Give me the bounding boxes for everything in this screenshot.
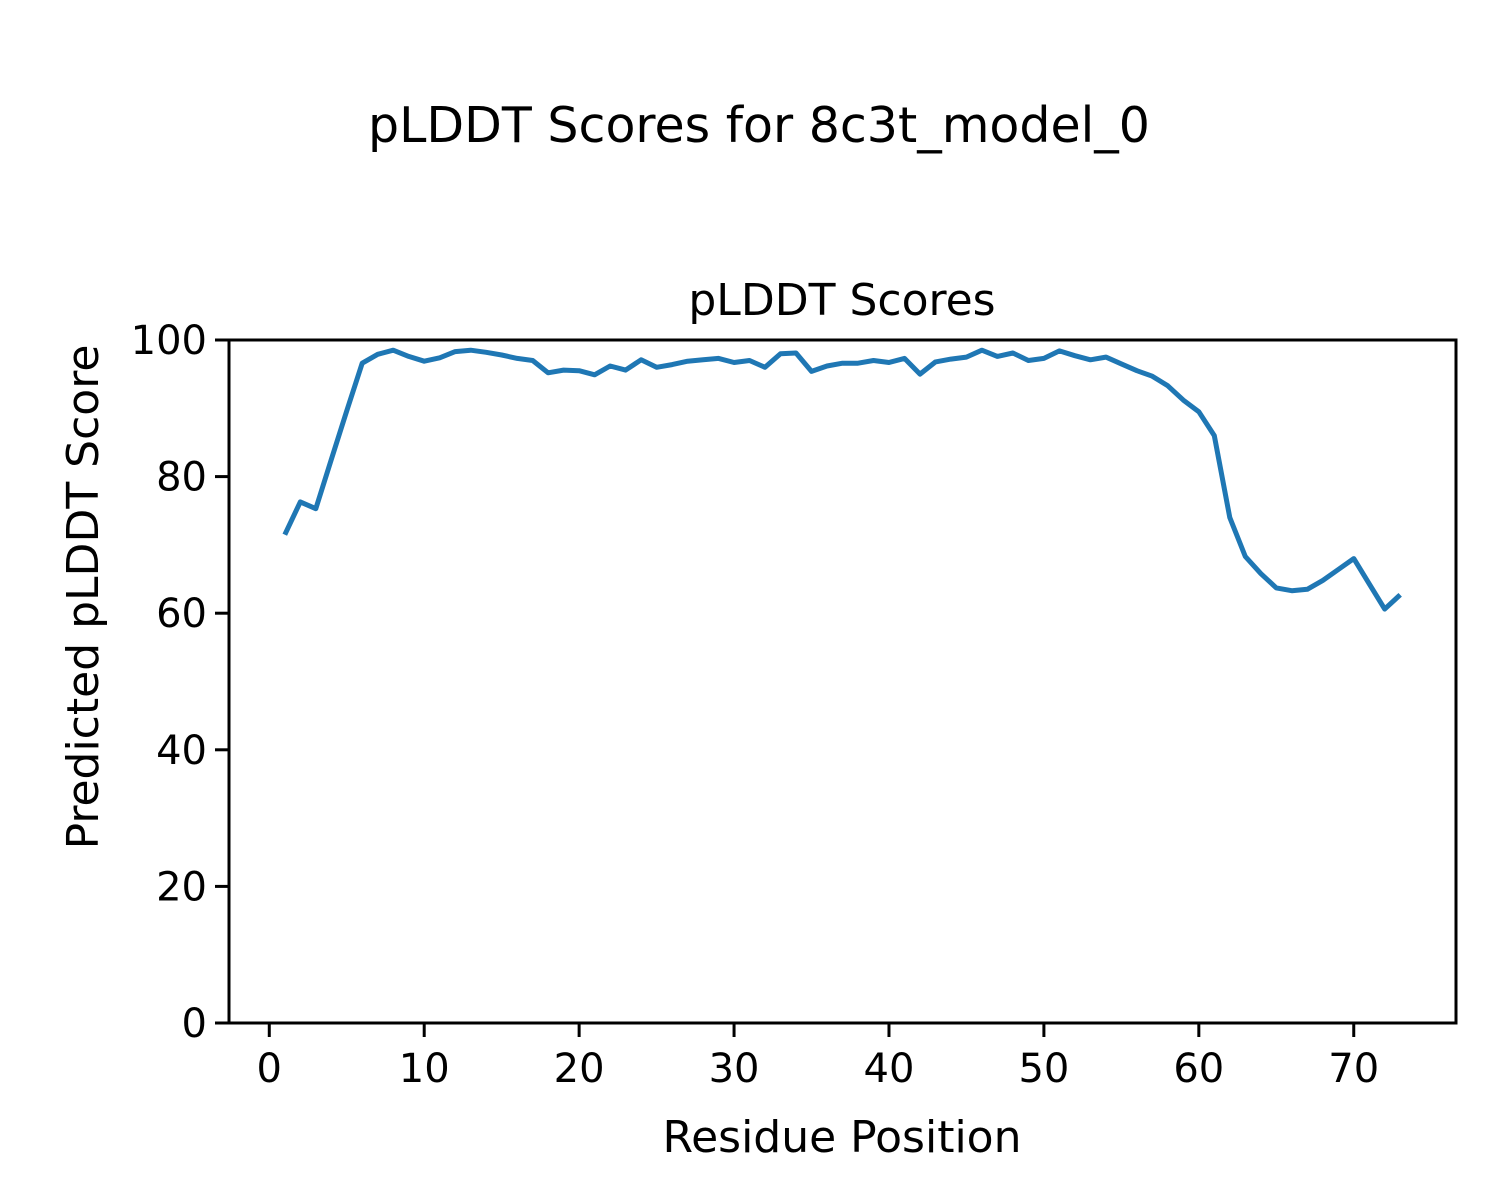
x-tick-label: 30 (709, 1046, 760, 1092)
x-tick-label: 20 (554, 1046, 605, 1092)
y-tick-label: 100 (131, 318, 207, 364)
x-tick-label: 70 (1328, 1046, 1379, 1092)
y-tick-label: 60 (156, 591, 207, 637)
x-tick-label: 10 (399, 1046, 450, 1092)
x-axis-ticks: 0 10 20 30 40 50 60 70 (257, 1023, 1379, 1092)
y-axis-ticks: 0 20 40 60 80 100 (131, 318, 229, 1047)
y-tick-label: 40 (156, 728, 207, 774)
x-tick-label: 50 (1018, 1046, 1069, 1092)
x-tick-label: 40 (864, 1046, 915, 1092)
y-tick-label: 80 (156, 455, 207, 501)
y-tick-label: 0 (182, 1001, 207, 1047)
figure-title: pLDDT Scores for 8c3t_model_0 (368, 97, 1150, 154)
x-tick-label: 0 (257, 1046, 282, 1092)
y-tick-label: 20 (156, 864, 207, 910)
chart-title: pLDDT Scores (688, 275, 995, 326)
pldtt-score-line (282, 347, 1402, 612)
y-axis-label: Predicted pLDDT Score (58, 345, 109, 850)
x-tick-label: 60 (1173, 1046, 1224, 1092)
x-axis-label: Residue Position (662, 1112, 1021, 1163)
plot-border (227, 338, 1458, 1025)
